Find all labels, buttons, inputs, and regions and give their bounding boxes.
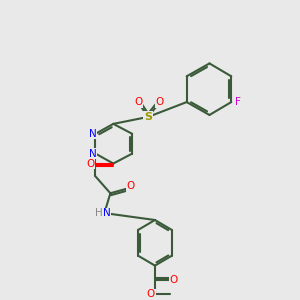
Text: O: O: [147, 289, 155, 299]
Text: H: H: [94, 208, 102, 218]
Text: N: N: [88, 148, 96, 159]
Text: N: N: [103, 208, 110, 218]
Text: O: O: [170, 275, 178, 286]
Text: O: O: [134, 97, 142, 107]
Text: S: S: [144, 112, 152, 122]
Text: O: O: [86, 158, 95, 169]
Text: O: O: [126, 181, 134, 191]
Text: F: F: [235, 97, 241, 107]
Text: O: O: [156, 97, 164, 107]
Text: N: N: [88, 129, 96, 139]
